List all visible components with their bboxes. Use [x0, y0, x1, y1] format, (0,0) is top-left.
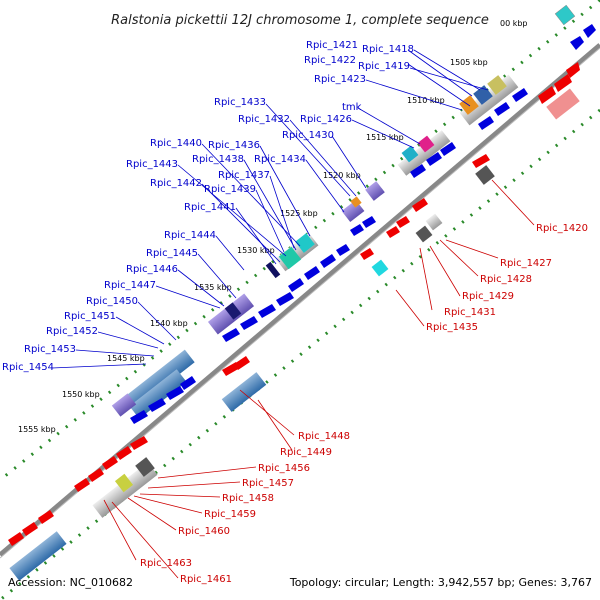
bottom-labels: Rpic_1420 Rpic_1427 Rpic_1428 Rpic_1429 … — [140, 223, 588, 585]
kbp-tick: 1545 kbp — [107, 354, 145, 363]
gene-label[interactable]: Rpic_1430 — [282, 130, 334, 141]
kbp-tick: 1520 kbp — [323, 171, 361, 180]
gene-label[interactable]: Rpic_1436 — [208, 140, 260, 151]
topology-summary: Topology: circular; Length: 3,942,557 bp… — [289, 576, 592, 589]
gene-label[interactable]: Rpic_1453 — [24, 344, 76, 355]
gene-label[interactable]: Rpic_1432 — [238, 114, 290, 125]
gene-label[interactable]: Rpic_1427 — [500, 258, 552, 269]
gene-label[interactable]: Rpic_1457 — [242, 478, 294, 489]
accession-text: Accession: NC_010682 — [8, 576, 133, 589]
top-labels: Rpic_1421 Rpic_1418 Rpic_1422 Rpic_1419 … — [2, 40, 414, 373]
gene-label[interactable]: Rpic_1418 — [362, 44, 414, 55]
gene-label[interactable]: Rpic_1451 — [64, 311, 116, 322]
gene-label[interactable]: Rpic_1452 — [46, 326, 98, 337]
gene-label[interactable]: Rpic_1437 — [218, 170, 270, 181]
gene-label[interactable]: Rpic_1445 — [146, 248, 198, 259]
gene-label[interactable]: Rpic_1440 — [150, 138, 202, 149]
gene-label[interactable]: Rpic_1450 — [86, 296, 138, 307]
gene-label[interactable]: Rpic_1435 — [426, 322, 478, 333]
kbp-tick: 1550 kbp — [62, 390, 100, 399]
gene-label[interactable]: Rpic_1444 — [164, 230, 216, 241]
gene-label[interactable]: Rpic_1439 — [204, 184, 256, 195]
reverse-strand-features — [8, 62, 580, 581]
kbp-tick: 1555 kbp — [18, 425, 56, 434]
gene-label[interactable]: Rpic_1446 — [126, 264, 178, 275]
gene-label[interactable]: Rpic_1429 — [462, 291, 514, 302]
gene-label[interactable]: Rpic_1461 — [180, 574, 232, 585]
gene-label[interactable]: Rpic_1431 — [444, 307, 496, 318]
gene-label[interactable]: Rpic_1459 — [204, 509, 256, 520]
kbp-tick: 1530 kbp — [237, 246, 275, 255]
gene-label[interactable]: Rpic_1422 — [304, 55, 356, 66]
kbp-tick: 1505 kbp — [450, 58, 488, 67]
gene-label[interactable]: Rpic_1441 — [184, 202, 236, 213]
gene-label[interactable]: Rpic_1463 — [140, 558, 192, 569]
gene-label[interactable]: tmk — [342, 102, 362, 113]
gene-label[interactable]: Rpic_1428 — [480, 274, 532, 285]
kbp-tick: 1515 kbp — [366, 133, 404, 142]
kbp-tick: 1525 kbp — [280, 209, 318, 218]
gene-label[interactable]: Rpic_1447 — [104, 280, 156, 291]
lower-dotted-track — [0, 108, 600, 600]
kbp-tick: 00 kbp — [500, 19, 528, 28]
gene-label[interactable]: Rpic_1442 — [150, 178, 202, 189]
kbp-tick: 1540 kbp — [150, 319, 188, 328]
bottom-label-connectors — [103, 179, 535, 579]
gene-label[interactable]: Rpic_1419 — [358, 61, 410, 72]
top-label-connectors — [51, 49, 489, 369]
map-title: Ralstonia pickettii 12J chromosome 1, co… — [111, 13, 489, 28]
gene-label[interactable]: Rpic_1426 — [300, 114, 352, 125]
forward-strand-features — [111, 4, 596, 424]
kbp-tick: 1510 kbp — [407, 96, 445, 105]
gene-label[interactable]: Rpic_1420 — [536, 223, 588, 234]
gene-label[interactable]: Rpic_1460 — [178, 526, 230, 537]
gene-label[interactable]: Rpic_1454 — [2, 362, 54, 373]
gene-label[interactable]: Rpic_1456 — [258, 463, 310, 474]
gene-label[interactable]: Rpic_1434 — [254, 154, 306, 165]
gene-label[interactable]: Rpic_1449 — [280, 447, 332, 458]
gene-label[interactable]: Rpic_1421 — [306, 40, 358, 51]
gene-label[interactable]: Rpic_1423 — [314, 74, 366, 85]
kbp-tick: 1535 kbp — [194, 283, 232, 292]
gene-label[interactable]: Rpic_1443 — [126, 159, 178, 170]
kbp-ticks: 00 kbp 1505 kbp 1510 kbp 1515 kbp 1520 k… — [18, 19, 528, 434]
gene-label[interactable]: Rpic_1433 — [214, 97, 266, 108]
gene-label[interactable]: Rpic_1438 — [192, 154, 244, 165]
gene-label[interactable]: Rpic_1448 — [298, 431, 350, 442]
gene-label[interactable]: Rpic_1458 — [222, 493, 274, 504]
